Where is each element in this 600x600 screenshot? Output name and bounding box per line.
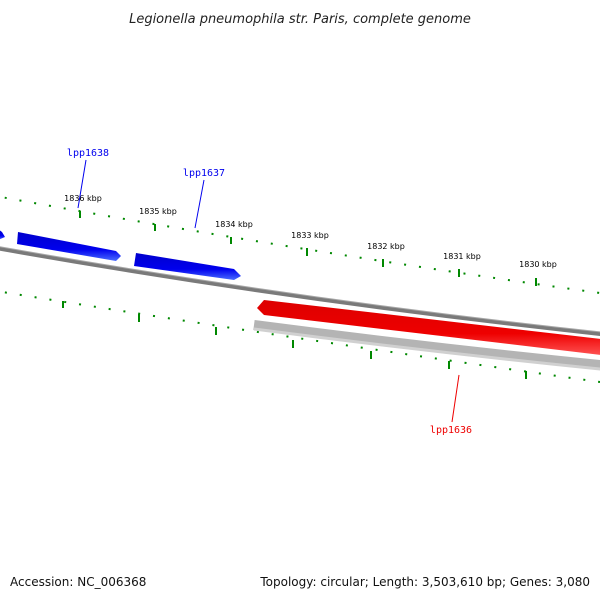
- gene-lpp1638[interactable]: [17, 232, 121, 261]
- outer-major-ticks: [79, 211, 537, 286]
- genome-backbone: [0, 246, 600, 336]
- accession-text: Accession: NC_006368: [10, 575, 146, 589]
- tick-label-1835: 1835 kbp: [139, 207, 177, 216]
- reverse-track-shadow: [253, 327, 600, 371]
- tick-label-1832: 1832 kbp: [367, 242, 405, 251]
- tick-label-1830: 1830 kbp: [519, 260, 557, 269]
- inner-major-ticks: [62, 301, 527, 379]
- genome-backbone-highlight: [0, 246, 600, 333]
- tick-labels: 1836 kbp 1835 kbp 1834 kbp 1833 kbp 1832…: [64, 194, 557, 269]
- tick-label-1833: 1833 kbp: [291, 231, 329, 240]
- gene-lpp1637[interactable]: [134, 253, 241, 280]
- gene-label-group-lpp1636: lpp1636: [430, 374, 472, 436]
- tick-label-1836: 1836 kbp: [64, 194, 102, 203]
- gene-lpp1636[interactable]: [257, 300, 600, 356]
- outer-tick-ring: [0, 195, 600, 294]
- tick-label-1831: 1831 kbp: [443, 252, 481, 261]
- gene-label-group-lpp1637: lpp1637: [183, 168, 225, 229]
- gene-label-lpp1637[interactable]: lpp1637: [183, 168, 225, 179]
- summary-text: Topology: circular; Length: 3,503,610 bp…: [259, 575, 590, 589]
- gene-label-lpp1636[interactable]: lpp1636: [430, 425, 472, 436]
- tick-label-1834: 1834 kbp: [215, 220, 253, 229]
- map-title: Legionella pneumophila str. Paris, compl…: [129, 12, 471, 27]
- reverse-track: [253, 320, 600, 371]
- gene-partial-left[interactable]: [0, 229, 5, 240]
- gene-label-lpp1638[interactable]: lpp1638: [67, 148, 109, 159]
- gene-label-group-lpp1638: lpp1638: [67, 148, 109, 209]
